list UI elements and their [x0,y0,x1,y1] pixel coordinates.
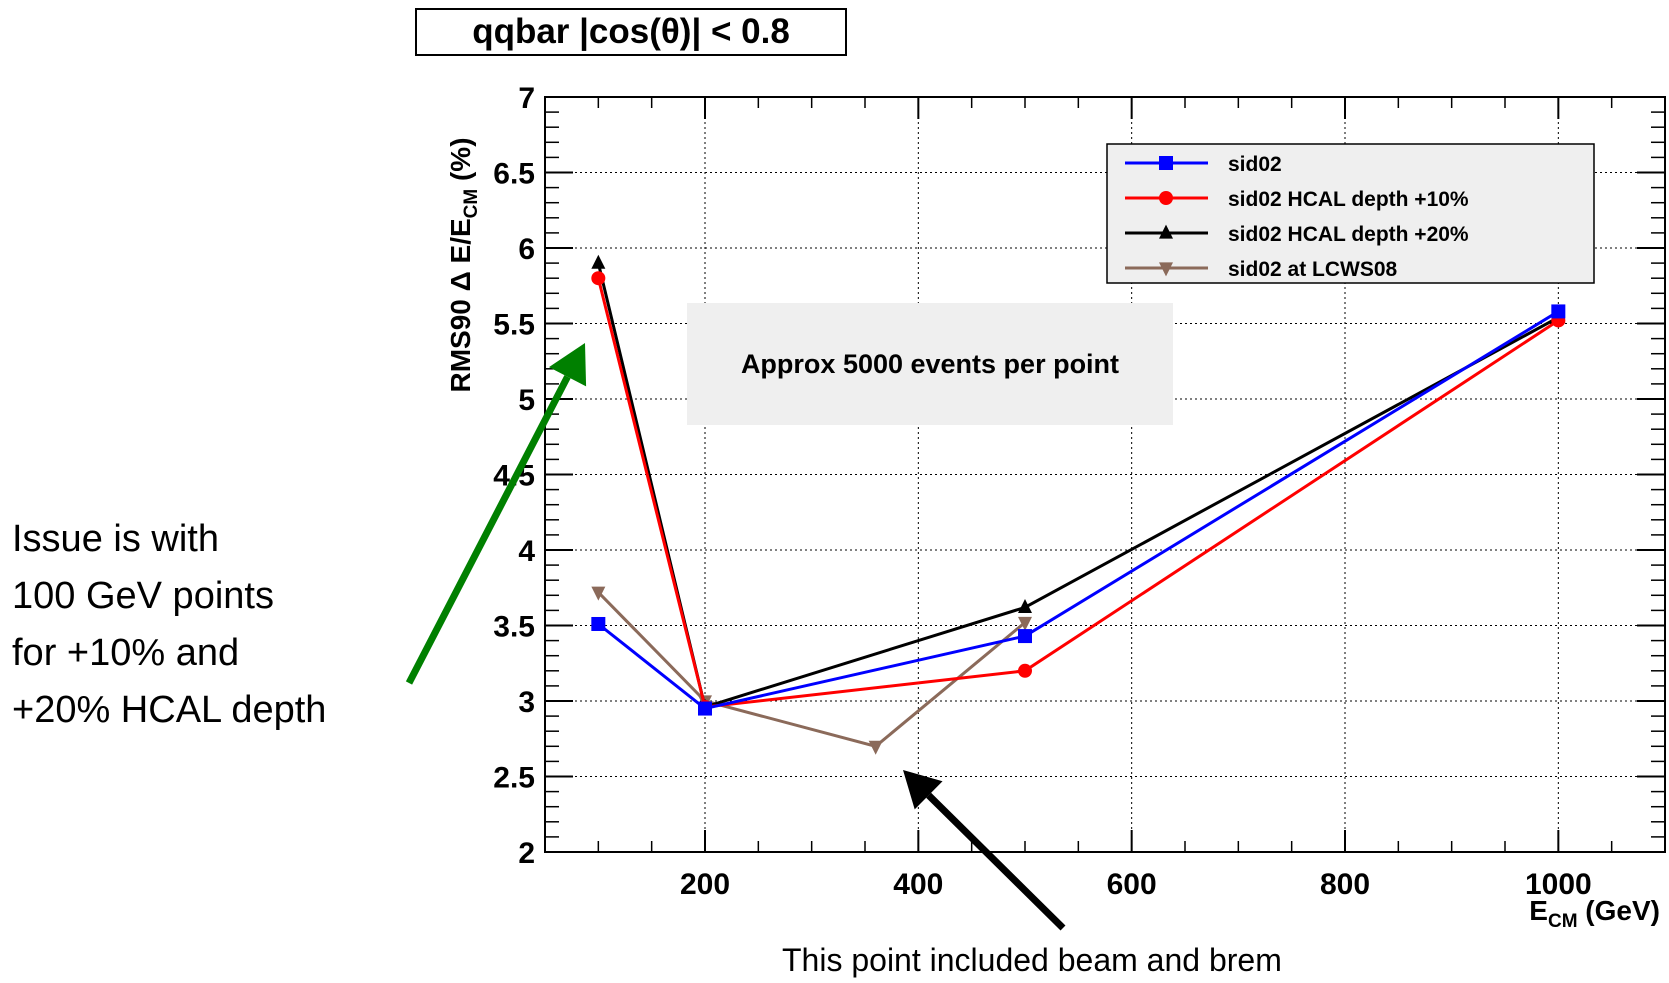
y-tick-label: 2.5 [493,762,535,795]
legend: sid02 sid02 HCAL depth +10% sid02 HCAL dep… [1106,143,1595,284]
data-point [1018,598,1032,613]
series-sid02 [591,304,1566,716]
arrow-head [903,770,943,810]
arrow-shaft [405,375,571,685]
issue-note-line: Issue is with [12,518,219,560]
data-point [591,616,606,631]
y-tick-label: 5 [518,384,535,417]
y-tick-label: 6 [518,233,535,266]
series-line [597,310,1560,711]
y-tick-label: 4 [518,535,535,568]
data-point [1018,616,1032,631]
x-tick-label: 1000 [1525,868,1592,901]
legend-entry: sid02 [1125,153,1282,176]
data-point [1159,156,1173,170]
data-point [1159,262,1173,277]
chart-title: qqbar |cos(θ)| < 0.8 [415,8,847,56]
x-tick-label: 200 [680,868,730,901]
y-tick-label: 5.5 [493,309,535,342]
x-tick-label: 400 [893,868,943,901]
series-line [596,277,1560,709]
issue-note-line: for +10% and [12,632,240,674]
annotation-arrows [405,343,1066,931]
y-tick-label: 2 [518,837,535,870]
series-layer [591,254,1566,755]
issue-note-line: 100 GeV points [12,575,274,617]
x-tick-label: 600 [1107,868,1157,901]
data-point [1018,663,1032,678]
series-line [596,262,1560,709]
legend-entry: sid02 HCAL depth +10% [1125,188,1469,211]
legend-box [1106,143,1595,284]
data-point [698,701,712,716]
data-point [1551,304,1566,319]
data-point [868,740,883,755]
data-point [1018,629,1032,644]
arrow-shaft [926,792,1066,931]
data-point [591,586,606,601]
x-tick-label: 800 [1320,868,1370,901]
legend-entry: sid02 at LCWS08 [1125,258,1398,281]
y-axis-title: RMS90 Δ E/ECM (%) [445,137,482,392]
brem-note: This point included beam and brem [782,942,1282,978]
y-tick-label: 7 [518,82,535,115]
data-point [1159,224,1173,239]
series-line [597,591,1026,748]
legend-label: sid02 HCAL depth +20% [1228,223,1469,246]
legend-label: sid02 at LCWS08 [1228,258,1398,281]
y-tick-label: 6.5 [493,158,535,191]
data-point [1159,191,1173,205]
data-point [591,271,606,286]
y-tick-label: 3.5 [493,611,535,644]
arrow-head [548,343,587,387]
data-point [591,254,606,269]
issue-note-line: +20% HCAL depth [12,689,327,731]
brem-arrow [903,770,1066,931]
y-tick-label: 3 [518,686,535,719]
events-note: Approx 5000 events per point [687,303,1173,425]
issue-arrow [405,343,587,685]
issue-note: Issue is with 100 GeV points for +10% an… [12,511,432,739]
legend-label: sid02 HCAL depth +10% [1228,188,1469,211]
legend-label: sid02 [1228,153,1282,176]
legend-entry: sid02 HCAL depth +20% [1125,223,1469,246]
